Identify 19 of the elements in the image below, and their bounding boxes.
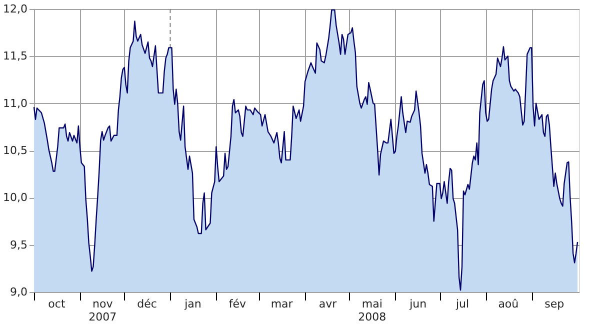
y-tick-label: 11,0 (3, 96, 28, 110)
y-tick-label: 10,5 (3, 144, 28, 157)
y-tick-label: 9,5 (10, 238, 28, 252)
x-tick-label: jan (184, 298, 202, 310)
x-tick-label: avr (318, 298, 338, 310)
y-tick-label: 12,0 (3, 2, 28, 16)
x-tick-label: mai 2008 (358, 298, 386, 324)
x-tick-label: jun (408, 298, 427, 310)
y-tick-label: 10,0 (3, 191, 28, 204)
x-tick-label: jul (454, 298, 470, 310)
x-tick-label: déc (137, 298, 157, 310)
x-tick-label: aoû (498, 298, 519, 310)
x-tick-label: fév (228, 298, 246, 310)
x-tick-label: sep (544, 298, 564, 310)
y-tick-label: 9,0 (10, 286, 28, 298)
x-tick-label: nov 2007 (88, 298, 117, 324)
x-tick-label: oct (48, 298, 66, 310)
x-tick-label: mar (270, 298, 294, 310)
y-tick-label: 11,5 (3, 50, 28, 63)
